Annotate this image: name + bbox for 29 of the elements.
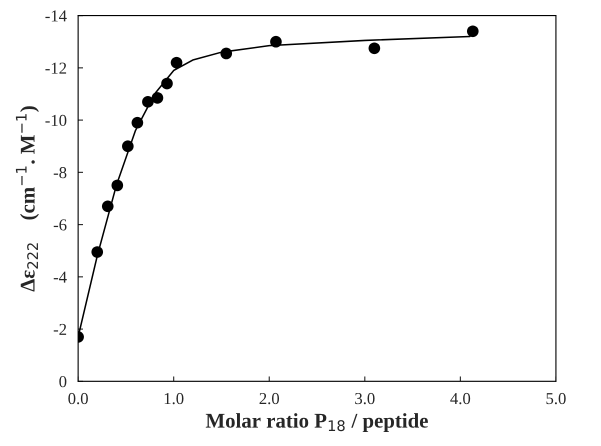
x-axis-title: Molar ratio P$_{18}$ / peptide [206,413,428,432]
x-tick-label: 1.0 [164,392,184,404]
point [102,200,114,212]
point [142,96,154,108]
y-tick-label: -14 [45,10,67,22]
text: Δε$_{222}$ (cm$^{−1}$. M$^{−1}$) [16,106,39,292]
x-tick-label: 4.0 [450,392,470,404]
y-tick-label: -8 [54,167,66,178]
y-tick-label: -2 [54,324,66,335]
x-tick-label: 2.0 [260,392,280,404]
x-tick-label: 5.0 [546,392,566,404]
point [122,140,134,152]
x-tick-label: 0.0 [68,392,88,404]
point [161,78,173,90]
point [270,36,282,48]
point [152,92,164,104]
y-tick-label: 0 [59,376,66,388]
point [466,25,479,38]
point [112,180,124,192]
y-tick-label: -6 [54,219,67,231]
point [368,42,380,54]
point [91,246,104,258]
x-tick-label: 3.0 [355,392,375,404]
point [220,48,232,60]
y-tick-label: -10 [45,114,66,126]
point [170,56,182,68]
y-tick-label: -12 [45,62,66,74]
point [132,116,144,129]
y-tick-label: -4 [54,272,67,283]
